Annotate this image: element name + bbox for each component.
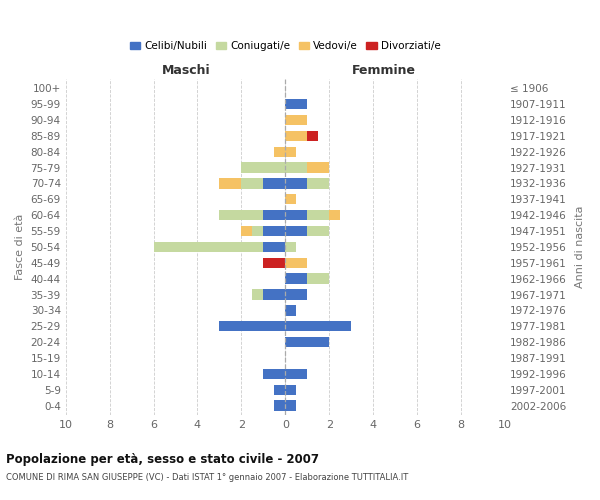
Bar <box>286 258 307 268</box>
Bar <box>220 321 286 332</box>
Bar <box>307 130 319 141</box>
Bar <box>274 400 286 411</box>
Bar <box>263 178 286 188</box>
Bar <box>274 146 286 157</box>
Bar <box>286 368 307 379</box>
Bar <box>329 210 340 220</box>
Bar <box>263 368 286 379</box>
Bar <box>286 384 296 395</box>
Bar <box>286 99 307 109</box>
Bar <box>286 178 307 188</box>
Bar <box>241 178 263 188</box>
Bar <box>286 146 296 157</box>
Bar <box>307 178 329 188</box>
Legend: Celibi/Nubili, Coniugati/e, Vedovi/e, Divorziati/e: Celibi/Nubili, Coniugati/e, Vedovi/e, Di… <box>126 37 445 55</box>
Bar <box>263 290 286 300</box>
Text: Femmine: Femmine <box>352 64 416 77</box>
Bar <box>286 162 307 172</box>
Bar <box>286 305 296 316</box>
Bar <box>286 290 307 300</box>
Bar <box>220 210 263 220</box>
Bar <box>241 226 253 236</box>
Bar <box>286 226 307 236</box>
Y-axis label: Fasce di età: Fasce di età <box>15 214 25 280</box>
Bar <box>263 242 286 252</box>
Bar <box>274 384 286 395</box>
Bar <box>154 242 263 252</box>
Bar <box>286 194 296 204</box>
Bar <box>220 178 241 188</box>
Bar <box>263 210 286 220</box>
Bar <box>286 130 307 141</box>
Bar <box>263 258 286 268</box>
Bar <box>286 400 296 411</box>
Bar <box>253 290 263 300</box>
Text: Maschi: Maschi <box>162 64 211 77</box>
Bar <box>286 210 307 220</box>
Bar <box>286 321 351 332</box>
Bar <box>286 337 329 347</box>
Text: Popolazione per età, sesso e stato civile - 2007: Popolazione per età, sesso e stato civil… <box>6 452 319 466</box>
Bar <box>286 242 296 252</box>
Bar <box>263 226 286 236</box>
Bar <box>241 162 286 172</box>
Bar <box>307 210 329 220</box>
Bar <box>253 226 263 236</box>
Bar <box>307 162 329 172</box>
Bar <box>307 274 329 284</box>
Bar <box>307 226 329 236</box>
Y-axis label: Anni di nascita: Anni di nascita <box>575 206 585 288</box>
Text: COMUNE DI RIMA SAN GIUSEPPE (VC) - Dati ISTAT 1° gennaio 2007 - Elaborazione TUT: COMUNE DI RIMA SAN GIUSEPPE (VC) - Dati … <box>6 472 408 482</box>
Bar <box>286 274 307 284</box>
Bar <box>286 115 307 125</box>
